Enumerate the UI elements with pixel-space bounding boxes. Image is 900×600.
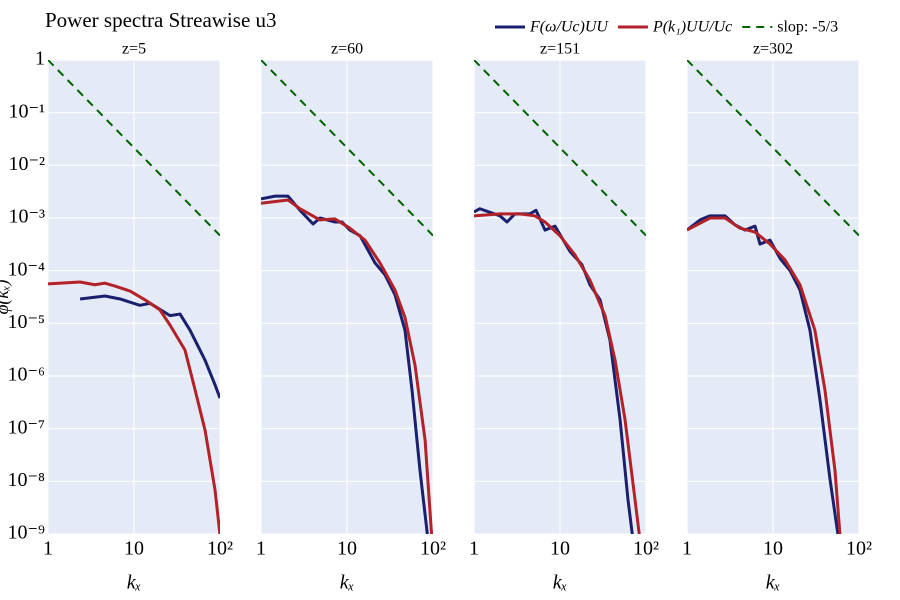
series-group: [474, 60, 646, 534]
x-tick-label: 1: [469, 538, 479, 560]
y-tick-label: 10⁻⁹: [7, 522, 45, 544]
panel: 1 10 10² z=302 kₓ: [682, 41, 872, 594]
x-tick-label: 10: [550, 538, 570, 560]
x-tick-label: 10²: [633, 538, 659, 560]
series-group: [687, 60, 859, 534]
legend-label: slop: -5/3: [777, 19, 838, 36]
x-tick-label: 1: [43, 538, 53, 560]
legend-label: F(ω/Uc)UU: [529, 19, 609, 36]
y-tick-label: 10⁻³: [8, 206, 45, 228]
series-group: [261, 60, 433, 534]
y-tick-label: 10⁻⁶: [7, 364, 45, 386]
x-tick-label: 10: [124, 538, 144, 560]
x-tick-label: 10: [337, 538, 357, 560]
y-tick-label: 10⁻⁷: [7, 416, 45, 438]
x-tick-label: 10²: [420, 538, 446, 560]
x-tick-label: 1: [256, 538, 266, 560]
panel: 1 10 10² z=60 kₓ: [256, 41, 446, 594]
y-tick-label: 10⁻¹: [8, 100, 45, 122]
panel-title: z=151: [540, 41, 580, 58]
series-line: [79, 294, 220, 399]
x-tick-label: 1: [682, 538, 692, 560]
series-line: [261, 198, 433, 534]
series-line: [48, 280, 220, 534]
x-axis-label: kₓ: [340, 572, 355, 594]
y-tick-label: 1: [35, 48, 45, 70]
x-axis-label: kₓ: [553, 572, 568, 594]
panel-title: z=5: [122, 41, 146, 58]
series-line: [474, 207, 634, 534]
x-tick-label: 10: [763, 538, 783, 560]
panel: 1 10 10² z=151 kₓ: [469, 41, 659, 594]
panel-title: z=302: [753, 41, 793, 58]
x-tick-label: 10²: [846, 538, 872, 560]
series-line: [687, 216, 842, 534]
panel-title: z=60: [331, 41, 363, 58]
y-tick-label: 10⁻⁴: [7, 258, 45, 280]
y-tick-label: 10⁻²: [8, 153, 45, 175]
x-axis-label: kₓ: [766, 572, 781, 594]
chart-title: Power spectra Streawise u3: [45, 8, 277, 32]
series-group: [48, 60, 220, 534]
y-tick-label: 10⁻⁵: [7, 311, 45, 333]
legend-label: P(k₁)UU/Uc: [652, 19, 732, 36]
series-line: [474, 212, 641, 534]
x-tick-label: 10²: [207, 538, 233, 560]
panel: 10⁻⁹ 10⁻⁸ 10⁻⁷ 10⁻⁶ 10⁻⁵ 10⁻⁴ 10⁻³ 10⁻² 10⁻¹ 1 1 10…: [0, 41, 233, 594]
x-axis-label: kₓ: [127, 572, 142, 594]
y-tick-label: 10⁻⁸: [7, 469, 45, 491]
series-line: [687, 214, 840, 534]
y-axis-label: φ(kₓ): [0, 279, 13, 314]
